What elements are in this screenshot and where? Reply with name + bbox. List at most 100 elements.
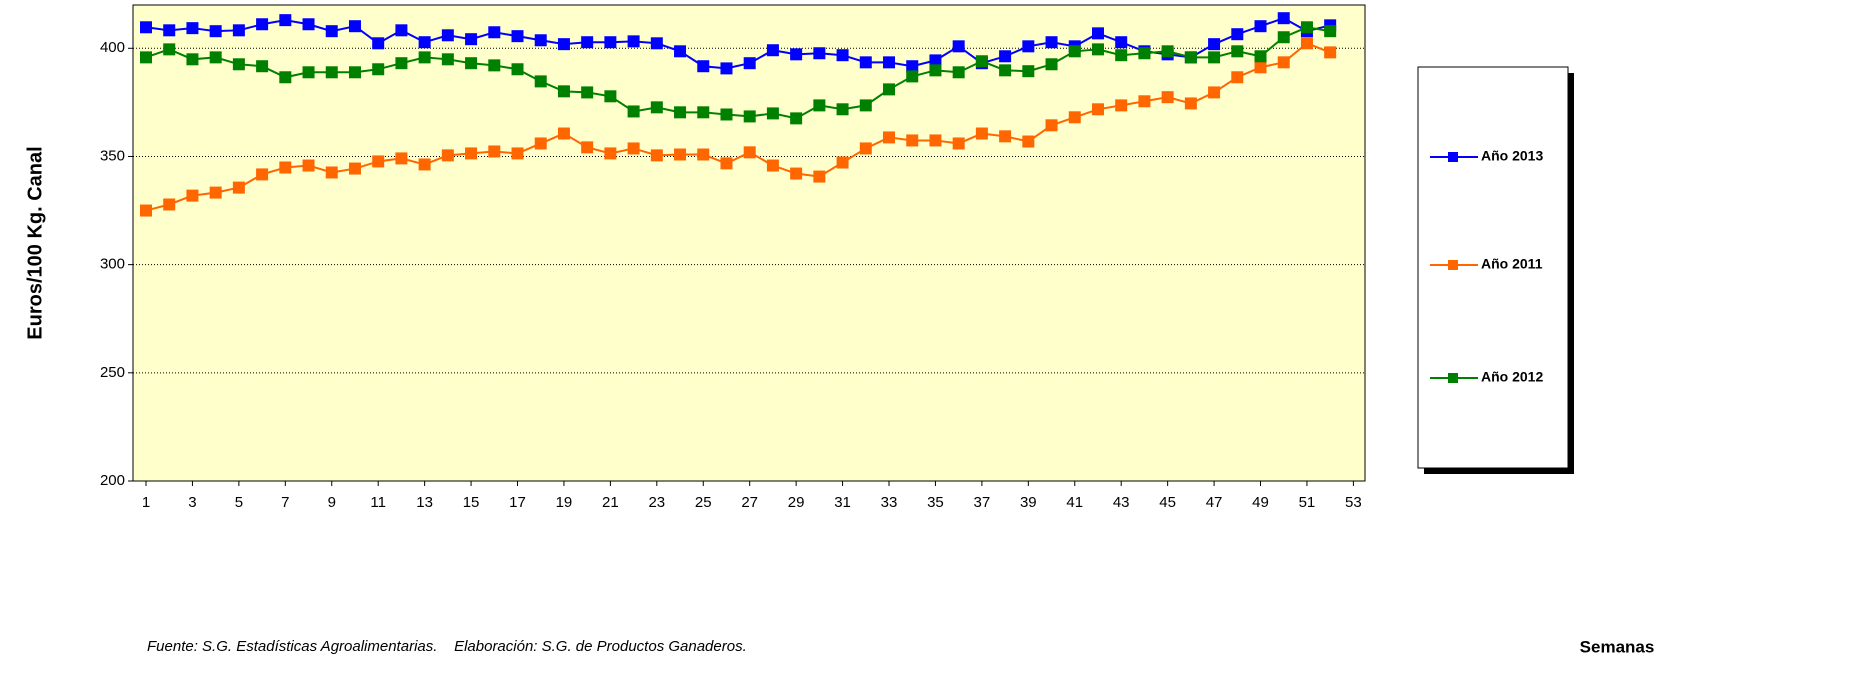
data-point [1231, 71, 1244, 84]
data-point [1091, 43, 1104, 56]
data-point [1161, 45, 1174, 58]
data-point [534, 34, 547, 47]
x-tick-label: 29 [788, 494, 805, 511]
y-axis-title: Euros/100 Kg. Canal [24, 146, 46, 339]
data-point [441, 149, 454, 162]
data-point [650, 101, 663, 114]
y-tick-label: 350 [100, 147, 125, 164]
data-point [279, 161, 292, 174]
data-point [209, 25, 222, 38]
data-point [604, 90, 617, 103]
data-point [627, 142, 640, 155]
data-point [766, 159, 779, 172]
data-point [1115, 99, 1128, 112]
data-point [581, 36, 594, 49]
x-tick-label: 49 [1252, 494, 1269, 511]
data-point [511, 147, 524, 160]
data-point [929, 134, 942, 147]
data-point [883, 83, 896, 96]
legend-marker [1448, 260, 1458, 270]
data-point [1277, 56, 1290, 69]
data-point [418, 51, 431, 64]
data-point [488, 26, 501, 39]
data-point [348, 162, 361, 175]
x-tick-label: 25 [695, 494, 712, 511]
data-point [1208, 51, 1221, 64]
data-point [418, 36, 431, 49]
data-point [279, 71, 292, 84]
legend-label: Año 2013 [1481, 148, 1543, 164]
data-point [1045, 119, 1058, 132]
data-point [650, 37, 663, 50]
data-point [813, 99, 826, 112]
data-point [929, 54, 942, 67]
x-tick-label: 3 [188, 494, 196, 511]
data-point [534, 75, 547, 88]
data-point [859, 99, 872, 112]
data-point [604, 147, 617, 160]
data-point [302, 18, 315, 31]
data-point [674, 45, 687, 58]
data-point [720, 157, 733, 170]
x-tick-label: 47 [1206, 494, 1223, 511]
footnote: Fuente: S.G. Estadísticas Agroalimentari… [147, 638, 747, 655]
series-line [145, 26, 1331, 120]
data-point [1091, 27, 1104, 40]
data-point [1208, 38, 1221, 51]
data-point [952, 40, 965, 53]
data-point [836, 49, 849, 62]
data-point [1254, 61, 1267, 74]
data-point [1068, 45, 1081, 58]
x-axis-title: Semanas [1580, 637, 1655, 656]
data-point [256, 60, 269, 73]
data-point [1277, 12, 1290, 25]
x-tick-label: 23 [648, 494, 665, 511]
data-point [256, 18, 269, 31]
data-point [1324, 25, 1337, 38]
data-point [627, 105, 640, 118]
x-tick-label: 5 [235, 494, 243, 511]
data-point [325, 166, 338, 179]
x-tick-label: 19 [556, 494, 573, 511]
data-point [1231, 28, 1244, 41]
data-point [790, 167, 803, 180]
y-tick-label: 250 [100, 364, 125, 381]
data-point [279, 14, 292, 27]
legend [1417, 66, 1569, 469]
data-point [1254, 50, 1267, 63]
data-point [372, 155, 385, 168]
x-tick-label: 1 [142, 494, 150, 511]
data-point [186, 53, 199, 66]
data-point [883, 131, 896, 144]
data-point [395, 152, 408, 165]
legend-label: Año 2012 [1481, 369, 1543, 385]
x-tick-label: 21 [602, 494, 619, 511]
data-point [790, 112, 803, 125]
data-point [1045, 36, 1058, 49]
data-point [1138, 95, 1151, 108]
data-point [1045, 58, 1058, 71]
data-point [465, 147, 478, 160]
data-point [1231, 45, 1244, 58]
data-point [1300, 21, 1313, 34]
data-point [581, 86, 594, 99]
data-point [1184, 97, 1197, 110]
data-point [302, 66, 315, 79]
data-point [488, 59, 501, 72]
data-point [395, 57, 408, 70]
data-point [557, 85, 570, 98]
data-point [883, 56, 896, 69]
data-point [999, 64, 1012, 77]
data-point [418, 158, 431, 171]
data-point [557, 127, 570, 140]
data-point [906, 70, 919, 83]
data-point [302, 159, 315, 172]
data-point [232, 24, 245, 37]
data-point [906, 60, 919, 73]
y-tick-label: 300 [100, 256, 125, 273]
series-line [145, 17, 1331, 70]
x-tick-label: 51 [1299, 494, 1316, 511]
data-point [325, 25, 338, 38]
x-tick-label: 11 [370, 494, 386, 511]
data-point [534, 137, 547, 150]
